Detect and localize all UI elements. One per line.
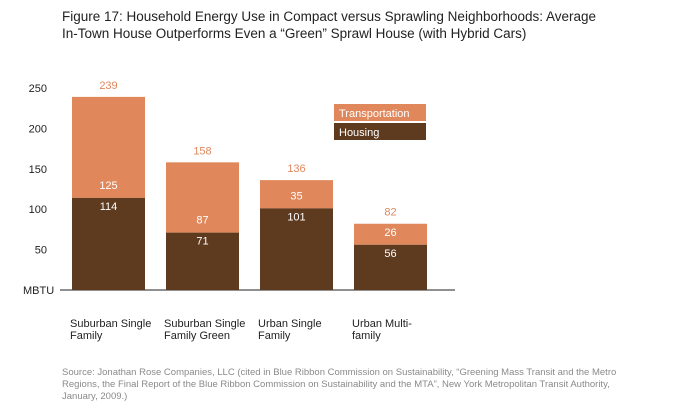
bar-housing-2 (166, 232, 239, 290)
total-value-label-2: 158 (193, 145, 211, 157)
bar-housing-3 (260, 208, 333, 290)
y-tick-label-250: 250 (29, 83, 47, 95)
category-label-2-line-1: Suburban Single (164, 318, 245, 330)
transportation-value-label-2: 87 (196, 215, 208, 227)
category-label-3-line-1: Urban Single (258, 318, 322, 330)
category-label-2-line-2: Family Green (164, 330, 230, 342)
housing-value-label-4: 56 (384, 248, 396, 260)
y-axis-unit-label: MBTU (23, 285, 54, 297)
housing-value-label-2: 71 (196, 236, 208, 248)
bar-housing-1 (72, 197, 145, 290)
y-tick-label-150: 150 (29, 164, 47, 176)
y-tick-label-200: 200 (29, 123, 47, 135)
legend-label-transportation: Transportation (339, 108, 410, 120)
transportation-value-label-3: 35 (290, 190, 302, 202)
bar-transportation-1 (72, 96, 145, 198)
bar-transportation-3 (260, 180, 333, 209)
legend-swatch-transportation (334, 104, 426, 121)
bar-transportation-2 (166, 162, 239, 233)
housing-value-label-1: 114 (100, 201, 118, 213)
chart-title-line-2: In-Town House Outperforms Even a “Green”… (62, 26, 527, 41)
chart-title: Figure 17: Household Energy Use in Compa… (62, 8, 662, 42)
total-value-label-1: 239 (99, 80, 117, 92)
y-tick-label-50: 50 (35, 245, 47, 257)
legend-swatch-housing (334, 123, 426, 140)
category-label-1-line-1: Suburban Single (70, 318, 151, 330)
housing-value-label-3: 101 (287, 211, 305, 223)
bar-housing-4 (354, 244, 427, 290)
source-note: Source: Jonathan Rose Companies, LLC (ci… (62, 367, 617, 402)
category-label-4-line-2: family (352, 330, 381, 342)
category-label-3-line-2: Family (258, 330, 291, 342)
total-value-label-4: 82 (384, 207, 396, 219)
transportation-value-label-1: 125 (99, 180, 117, 192)
total-value-label-3: 136 (287, 163, 305, 175)
chart-title-line-1: Figure 17: Household Energy Use in Compa… (62, 9, 597, 24)
stacked-bar-chart: 50 100 150 200 250 MBTU 114 125 239 Suburban Sing… (23, 80, 455, 342)
transportation-value-label-4: 26 (384, 227, 396, 239)
category-label-1-line-2: Family (70, 330, 103, 342)
y-tick-label-100: 100 (29, 204, 47, 216)
category-label-4-line-1: Urban Multi- (352, 318, 412, 330)
legend-label-housing: Housing (339, 127, 379, 139)
bar-transportation-4 (354, 223, 427, 245)
